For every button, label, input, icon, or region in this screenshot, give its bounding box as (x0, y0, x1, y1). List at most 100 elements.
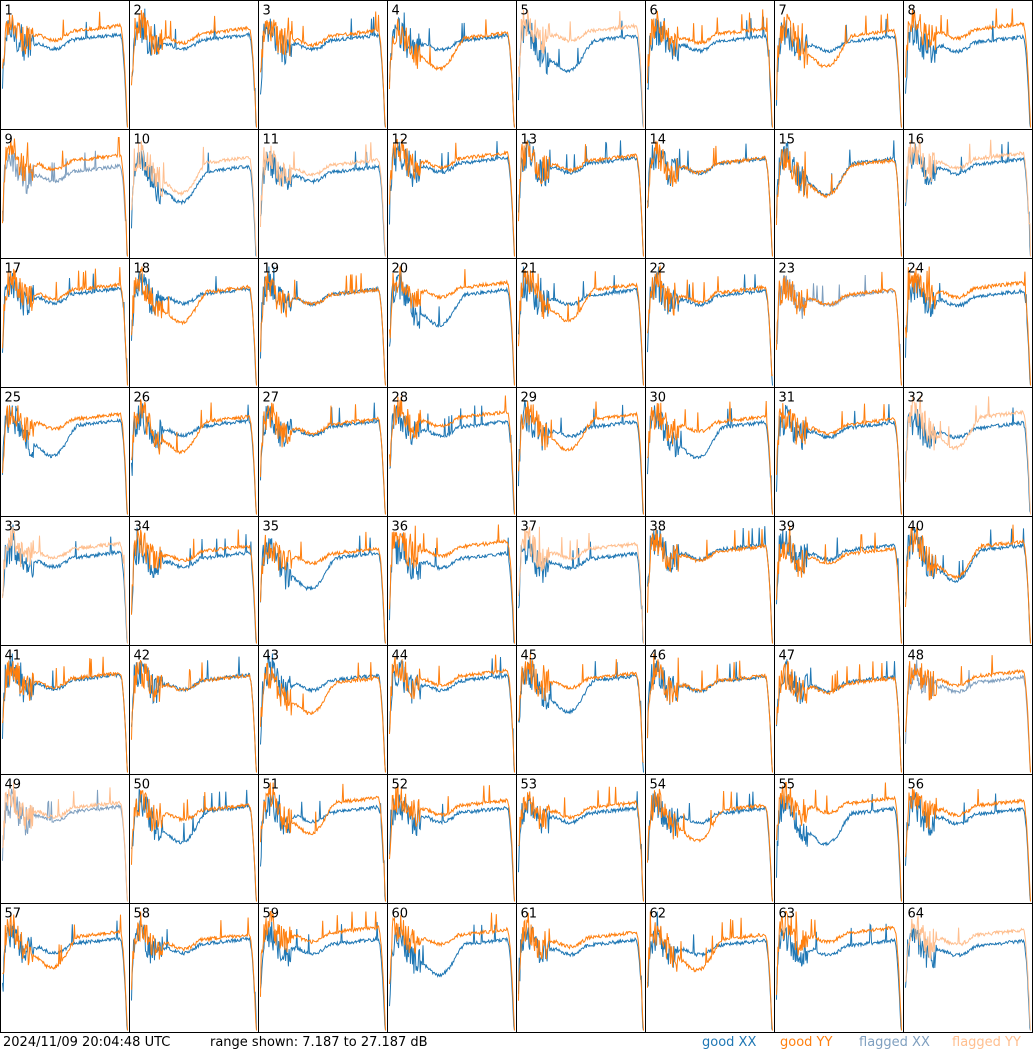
legend-flagged-yy: flagged YY (952, 1035, 1021, 1050)
tile-number: 19 (263, 262, 280, 277)
tile-number: 1 (5, 4, 13, 19)
tile-frame (645, 0, 775, 130)
legend-good-xx: good XX (702, 1035, 757, 1050)
series-yy-good (776, 525, 902, 644)
tile-number: 28 (392, 391, 409, 406)
series-yy-good (389, 912, 515, 1031)
series-yy-good (260, 782, 386, 902)
tile-frame (258, 774, 388, 904)
legend-good-yy: good YY (780, 1035, 833, 1050)
tile-44: 44 (387, 645, 517, 775)
series-yy-good (389, 524, 515, 644)
series-xx-good (776, 530, 902, 644)
tile-24: 24 (903, 258, 1033, 388)
series-yy-good (131, 529, 257, 644)
tile-frame (258, 516, 388, 646)
tile-47: 47 (774, 645, 904, 775)
tile-10: 10 (129, 129, 259, 259)
series-xx-good (131, 527, 257, 644)
tile-frame (903, 903, 1033, 1033)
series-yy-flagged (905, 395, 1031, 515)
tile-40: 40 (903, 516, 1033, 646)
tile-frame (774, 387, 904, 517)
series-yy-good (518, 653, 644, 763)
tile-number: 20 (392, 262, 409, 277)
tile-frame (903, 129, 1033, 259)
tile-number: 62 (650, 907, 667, 922)
tile-22: 22 (645, 258, 775, 388)
series-yy-good (389, 654, 515, 773)
tile-15: 15 (774, 129, 904, 259)
tile-32: 32 (903, 387, 1033, 517)
tile-29: 29 (516, 387, 646, 517)
tile-frame (516, 774, 646, 904)
tile-13: 13 (516, 129, 646, 259)
series-xx-good (518, 926, 644, 1031)
legend-flagged-xx: flagged XX (859, 1035, 930, 1050)
tile-2: 2 (129, 0, 259, 130)
series-yy-good (389, 139, 515, 257)
tile-frame (387, 0, 517, 130)
tile-number: 4 (392, 4, 400, 19)
series-xx-good (518, 139, 644, 257)
tile-number: 13 (521, 133, 538, 148)
tile-number: 16 (908, 133, 925, 148)
tile-21: 21 (516, 258, 646, 388)
tile-42: 42 (129, 645, 259, 775)
series-yy-good (776, 911, 902, 1031)
tile-number: 8 (908, 4, 916, 19)
tile-number: 14 (650, 133, 667, 148)
tile-61: 61 (516, 903, 646, 1033)
series-yy-good (776, 660, 902, 773)
tile-frame (645, 774, 775, 904)
tile-frame (903, 774, 1033, 904)
tile-number: 23 (779, 262, 796, 277)
tile-16: 16 (903, 129, 1033, 259)
tile-28: 28 (387, 387, 517, 517)
tile-frame (903, 645, 1033, 775)
series-yy-good (905, 266, 1031, 386)
series-yy-flagged (905, 915, 1031, 1031)
tile-number: 52 (392, 778, 409, 793)
tile-57: 57 (0, 903, 130, 1033)
tile-frame (516, 387, 646, 517)
series-yy-good (776, 13, 902, 128)
series-yy-good (647, 264, 773, 377)
tile-number: 25 (5, 391, 22, 406)
tile-1: 1 (0, 0, 130, 130)
tile-19: 19 (258, 258, 388, 388)
series-yy-good (647, 788, 773, 902)
series-xx-good (389, 656, 515, 773)
series-yy-good (776, 782, 902, 902)
tile-number: 44 (392, 649, 409, 664)
tile-number: 12 (392, 133, 409, 148)
tile-number: 21 (521, 262, 538, 277)
series-yy-good (2, 137, 128, 257)
tile-number: 38 (650, 520, 667, 535)
series-xx-good (518, 660, 644, 773)
tile-number: 27 (263, 391, 280, 406)
series-yy-good (647, 140, 773, 257)
tile-5: 5 (516, 0, 646, 130)
series-xx-good (2, 653, 128, 773)
series-yy-flagged (260, 142, 386, 257)
tile-52: 52 (387, 774, 517, 904)
series-xx-good (389, 141, 515, 257)
series-yy-good (518, 786, 644, 902)
series-yy-good (2, 267, 128, 386)
tile-number: 22 (650, 262, 667, 277)
tile-frame (387, 645, 517, 775)
tile-60: 60 (387, 903, 517, 1033)
tile-number: 17 (5, 262, 22, 277)
series-yy-good (518, 912, 644, 1031)
tile-frame (0, 645, 130, 775)
series-yy-flagged (131, 140, 257, 257)
series-yy-flagged (905, 139, 1031, 257)
series-yy-good (2, 656, 128, 773)
series-yy-good (905, 524, 1031, 644)
tile-number: 36 (392, 520, 409, 535)
series-xx-good (905, 527, 1031, 644)
tile-number: 57 (5, 907, 22, 922)
tile-37: 37 (516, 516, 646, 646)
